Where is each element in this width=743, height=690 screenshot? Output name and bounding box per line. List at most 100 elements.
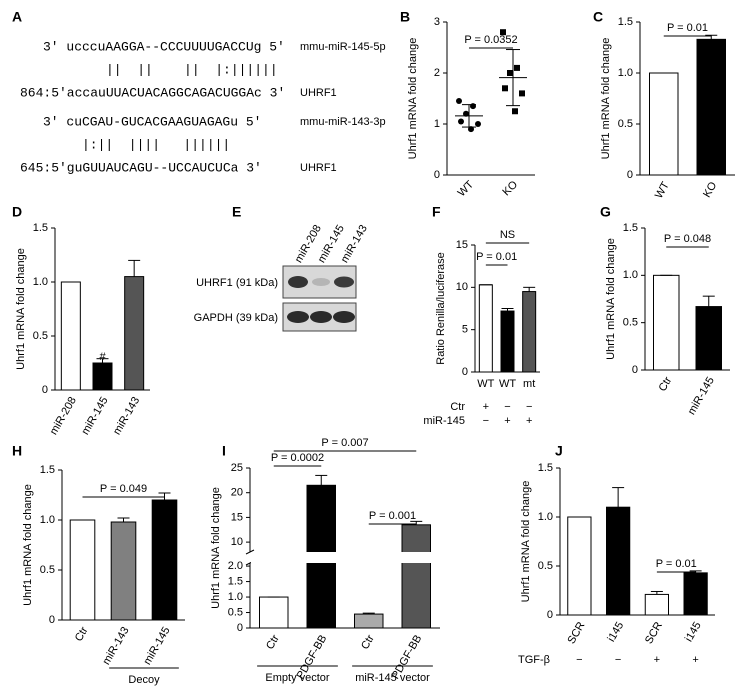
bar (649, 72, 679, 176)
data-point (514, 64, 520, 71)
data-point (502, 85, 508, 92)
y-tick-label: 1.0 (618, 67, 633, 79)
y-tick-label: 2.0 (228, 560, 243, 572)
y-axis-label: Uhrf1 mRNA fold change (520, 481, 532, 603)
panel-letter: F (432, 204, 441, 220)
panel-letter: A (12, 9, 22, 25)
row-sign: + (654, 654, 660, 666)
panel-letter: D (12, 204, 22, 220)
y-tick-label: 1.0 (33, 276, 48, 288)
bar (354, 613, 384, 629)
bar (124, 276, 145, 391)
y-tick-label: 1.5 (538, 462, 553, 474)
y-tick-label: 5 (462, 324, 468, 336)
x-tick-label: WT (477, 378, 494, 390)
x-tick-label: miR-143 (100, 625, 131, 667)
target-sequence: 864:5'accauUUACUACAGGCAGACUGGAc 3' (20, 85, 285, 100)
data-point (500, 29, 506, 36)
y-tick-label: 0 (547, 609, 553, 621)
significance-label: # (99, 351, 106, 363)
bar (110, 521, 137, 621)
panel-letter: G (600, 204, 611, 220)
y-tick-label: 1.5 (618, 16, 633, 28)
band (333, 311, 355, 323)
row-sign: + (504, 415, 510, 427)
data-point (470, 103, 476, 110)
significance-label: NS (500, 229, 515, 241)
y-tick-label: 0 (42, 384, 48, 396)
y-axis-label: Uhrf1 mRNA fold change (407, 38, 419, 160)
x-tick-label: i145 (683, 620, 704, 644)
x-tick-label: miR-143 (111, 395, 142, 437)
data-point (512, 108, 518, 115)
row-sign: − (504, 401, 510, 413)
bar (653, 274, 680, 371)
row-label: miR-145 (423, 415, 465, 427)
mirna-sequence: 3' cuCGAU-GUCACGAAGUAGAGu 5' (43, 114, 261, 129)
panel-letter: H (12, 443, 22, 459)
x-tick-label: miR-145 (686, 375, 717, 417)
data-point (507, 70, 513, 76)
x-tick-label: miR-145 (141, 625, 172, 667)
bar (151, 499, 178, 621)
significance-label: P = 0.001 (369, 510, 416, 522)
x-tick-label: Ctr (264, 633, 282, 652)
data-point (458, 118, 464, 125)
target-name: UHRF1 (300, 87, 337, 99)
y-tick-label: 0 (49, 614, 55, 626)
mirna-sequence: 3' ucccuAAGGA--CCCUUUUGACCUg 5' (43, 39, 285, 54)
group-label: Decoy (128, 674, 160, 686)
bar (500, 310, 515, 373)
panel-letter: B (400, 9, 410, 25)
row-sign: + (483, 401, 489, 413)
y-tick-label: 10 (456, 281, 468, 293)
y-tick-label: 1 (434, 118, 440, 130)
y-tick-label: 0 (462, 366, 468, 378)
bar (92, 362, 113, 391)
y-tick-label: 20 (231, 487, 243, 499)
data-point (456, 98, 462, 105)
y-tick-label: 0.5 (538, 560, 553, 572)
band (288, 276, 308, 288)
band (287, 311, 309, 323)
bar (60, 281, 81, 391)
y-axis-label: Uhrf1 mRNA fold change (605, 238, 617, 360)
x-tick-label: miR-145 (79, 395, 110, 437)
y-tick-label: 1.5 (40, 464, 55, 476)
x-tick-label: Ctr (359, 633, 377, 652)
band (334, 276, 354, 288)
y-tick-label: 1.5 (33, 222, 48, 234)
x-tick-label: WT (456, 178, 477, 199)
mirna-name: mmu-miR-143-3p (300, 116, 386, 128)
bar (69, 519, 96, 621)
y-tick-label: 25 (231, 462, 243, 474)
y-tick-label: 0.5 (33, 330, 48, 342)
significance-label: P = 0.0002 (271, 452, 324, 464)
y-tick-label: 1.0 (228, 591, 243, 603)
x-tick-label: Ctr (657, 375, 675, 394)
y-tick-label: 1.5 (623, 222, 638, 234)
x-tick-label: KO (500, 178, 520, 198)
y-tick-label: 1.0 (538, 511, 553, 523)
blot-label: GAPDH (39 kDa) (194, 312, 278, 324)
y-tick-label: 3 (434, 16, 440, 28)
x-tick-label: SCR (565, 620, 587, 646)
y-tick-label: 1.5 (228, 575, 243, 587)
panel-letter: C (593, 9, 603, 25)
bar (401, 524, 431, 629)
y-tick-label: 10 (231, 536, 243, 548)
significance-label: P = 0.01 (667, 22, 708, 34)
pairing: || || || |:|||||| (106, 62, 278, 77)
row-sign: + (692, 654, 698, 666)
significance-label: P = 0.049 (100, 483, 147, 495)
significance-label: P = 0.0352 (464, 34, 517, 46)
panel-letter: I (222, 443, 226, 459)
panel-letter: E (232, 204, 241, 220)
y-tick-label: 1.0 (40, 514, 55, 526)
bar (567, 516, 592, 616)
significance-label: P = 0.007 (321, 437, 368, 449)
x-tick-label: miR-208 (48, 395, 79, 437)
row-sign: − (576, 654, 582, 666)
y-axis-label: Uhrf1 mRNA fold change (210, 487, 222, 609)
